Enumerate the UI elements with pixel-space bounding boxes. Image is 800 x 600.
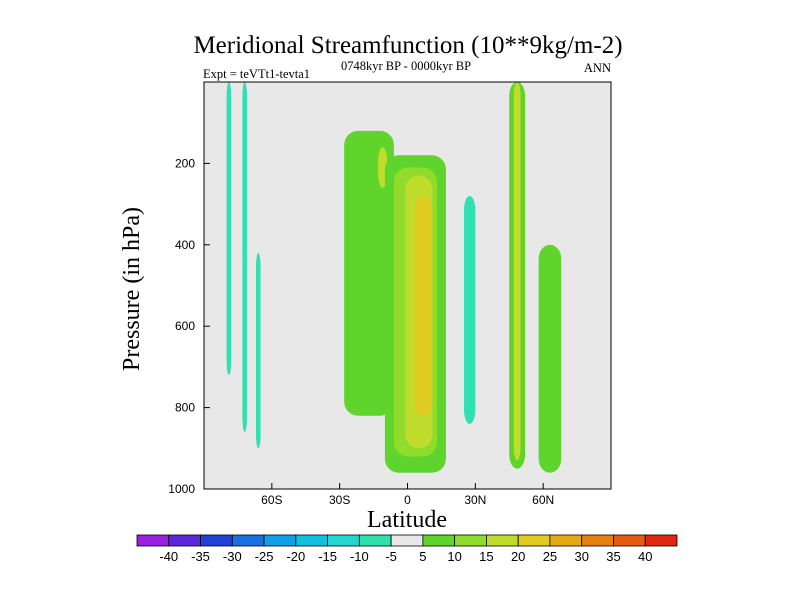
colorbar-label: 20 (511, 549, 525, 564)
colorbar-label: -40 (159, 549, 178, 564)
colorbar-label: -20 (286, 549, 305, 564)
colorbar-label: -30 (223, 549, 242, 564)
contour-region-nh-positive-column-core (513, 82, 521, 461)
y-axis-label: Pressure (in hPa) (119, 207, 145, 371)
colorbar-swatch (613, 534, 646, 547)
colorbar-swatch (549, 534, 583, 547)
chart-subtitle: 0748kyr BP - 0000kyr BP (341, 59, 471, 73)
y-tick-label: 800 (175, 401, 195, 415)
season-label: ANN (584, 61, 611, 75)
contour-region-sh-negative-cell-3 (256, 252, 261, 449)
colorbar-label: 40 (638, 549, 652, 564)
colorbar-swatch (263, 534, 297, 547)
chart-title: Meridional Streamfunction (10**9kg/m-2) (193, 32, 622, 59)
colorbar-swatch (200, 534, 233, 547)
x-tick-label: 0 (404, 493, 411, 507)
colorbar-swatch (358, 534, 392, 547)
colorbar-swatch (390, 534, 424, 547)
colorbar-swatch (327, 534, 360, 547)
colorbar-label: -15 (318, 549, 337, 564)
tick-layer: 60S 30S 0 30N 60N 200 400 600 800 1000 (168, 156, 554, 507)
experiment-label: Expt = teVTt1-tevta1 (203, 67, 310, 81)
colorbar-label: 5 (419, 549, 426, 564)
contour-region-sh-negative-cell-2 (242, 82, 247, 433)
colorbar-label: 15 (479, 549, 493, 564)
colorbar-swatch (295, 534, 328, 547)
contour-region-upper-positive-cell (344, 130, 394, 416)
colorbar-swatch (517, 534, 551, 547)
colorbar-swatch (231, 534, 265, 547)
x-tick-label: 60S (261, 493, 282, 507)
colorbar-label: -5 (385, 549, 397, 564)
colorbar-swatch (644, 534, 678, 547)
x-tick-label: 60N (532, 493, 554, 507)
colorbar-label: 10 (447, 549, 461, 564)
colorbar-swatch (422, 534, 456, 547)
colorbar: -40 -35 -30 -25 -20 -15 -10 -5 5 10 15 20 25 30 35 40 (136, 534, 678, 564)
contour-region-sh-negative-cell-1 (226, 82, 232, 376)
colorbar-label: -35 (191, 549, 210, 564)
y-tick-label: 400 (175, 238, 195, 252)
colorbar-label: -25 (255, 549, 274, 564)
y-tick-label: 600 (175, 319, 195, 333)
colorbar-swatch (454, 534, 487, 547)
colorbar-swatch (486, 534, 519, 547)
colorbar-label: 25 (543, 549, 557, 564)
contour-region-nh-negative-cell (464, 195, 476, 424)
colorbar-label: 35 (606, 549, 620, 564)
x-tick-label: 30N (464, 493, 486, 507)
y-tick-label: 200 (175, 156, 195, 170)
colorbar-swatch (168, 534, 201, 547)
colorbar-swatch (136, 534, 170, 547)
colorbar-label: -10 (350, 549, 369, 564)
colorbar-label: 30 (574, 549, 588, 564)
contour-region-main-positive-core (414, 195, 433, 416)
contour-layer (226, 82, 562, 473)
contour-region-nh-positive-lower (538, 244, 562, 473)
x-tick-label: 30S (329, 493, 350, 507)
colorbar-swatch (581, 534, 614, 547)
y-tick-label: 1000 (168, 482, 195, 496)
x-axis-label: Latitude (367, 507, 447, 533)
